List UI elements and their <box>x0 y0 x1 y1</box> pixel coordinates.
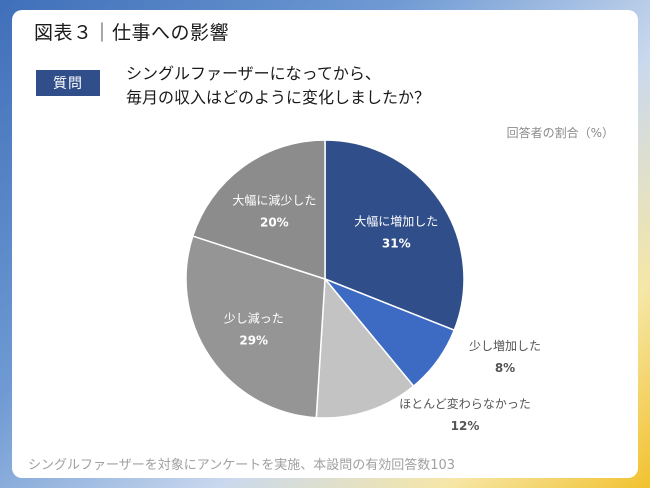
pie-slice <box>324 139 465 332</box>
slice-label: 少し増加した <box>469 339 541 353</box>
slice-label: ほとんど変わらなかった <box>399 396 531 411</box>
figure-title: 図表３｜仕事への影響 <box>34 22 230 44</box>
slice-label: 大幅に増加した <box>354 214 438 229</box>
question-text: シングルファーザーになってから、 毎月の収入はどのように変化しましたか？ <box>126 62 430 110</box>
question-line-2: 毎月の収入はどのように変化しましたか？ <box>126 88 431 107</box>
unit-label: 回答者の割合（%） <box>506 126 614 140</box>
slice-value-label: 29% <box>239 333 268 347</box>
slice-value-label: 8% <box>495 361 515 375</box>
slice-value-label: 12% <box>451 419 480 433</box>
pie-slice <box>315 277 415 419</box>
pie-slice <box>185 235 326 419</box>
pie-slice <box>191 139 326 281</box>
question-line-1: シングルファーザーになってから、 <box>126 64 381 83</box>
slice-value-label: 31% <box>382 237 411 251</box>
question-badge: 質問 <box>36 70 100 96</box>
slice-value-label: 20% <box>260 215 289 229</box>
slice-label: 少し減った <box>224 310 284 325</box>
footnote: シングルファーザーを対象にアンケートを実施、本設問の有効回答数103 <box>28 458 456 473</box>
slice-label: 大幅に減少した <box>232 192 316 207</box>
